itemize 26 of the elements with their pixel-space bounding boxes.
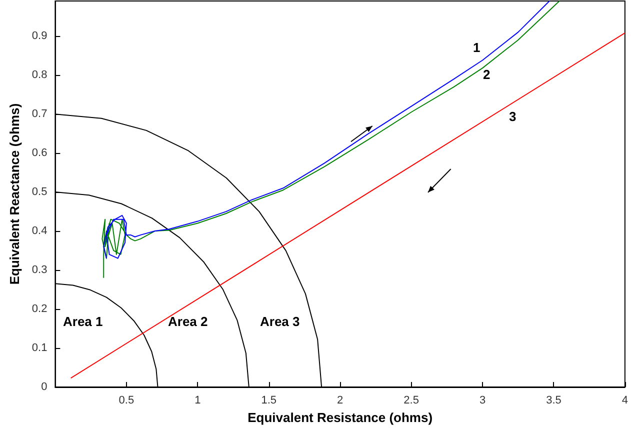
x-tick-label: 2 <box>337 394 344 406</box>
annotation: Area 3 <box>260 314 300 329</box>
y-tick-label: 0.6 <box>32 147 48 160</box>
x-axis-title: Equivalent Resistance (ohms) <box>248 410 433 425</box>
y-tick-label: 0.3 <box>32 264 48 276</box>
annotation: Area 2 <box>168 314 208 329</box>
x-tick-label: 1 <box>194 394 201 406</box>
x-tick-label: 3.5 <box>546 394 562 406</box>
y-tick-label: 0 <box>41 381 48 393</box>
y-tick-label: 0.5 <box>32 186 48 198</box>
x-tick-label: 0.5 <box>118 394 134 406</box>
series-label: 2 <box>483 67 490 82</box>
x-tick-label: 4 <box>622 394 628 406</box>
y-axis-title: Equivalent Reactance (ohms) <box>7 103 22 285</box>
series-label: 1 <box>473 40 480 55</box>
x-tick-label: 1.5 <box>261 394 276 406</box>
y-tick-label: 0.4 <box>32 225 48 238</box>
y-tick-label: 0.9 <box>32 30 48 42</box>
y-tick-label: 0.8 <box>32 69 48 82</box>
x-tick-label: 2.5 <box>404 394 419 406</box>
x-tick-label: 3 <box>479 394 486 406</box>
y-tick-label: 0.7 <box>32 108 48 120</box>
y-tick-label: 0.1 <box>32 342 48 354</box>
series-label: 3 <box>509 109 516 124</box>
y-tick-label: 0.2 <box>32 303 48 316</box>
annotation: Area 1 <box>63 314 103 329</box>
